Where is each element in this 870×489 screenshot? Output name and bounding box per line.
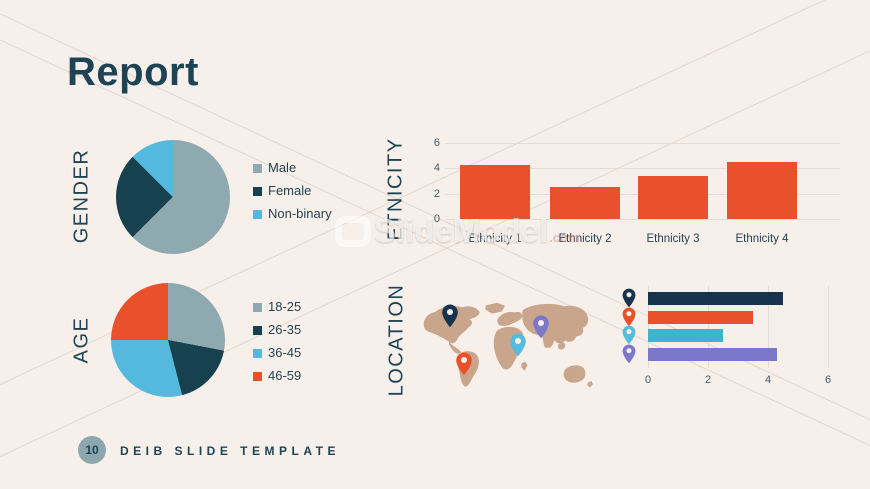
age-section-label: AGE	[70, 316, 93, 364]
continent-shape	[563, 365, 586, 383]
legend-swatch	[253, 209, 262, 219]
location-pin	[622, 325, 636, 345]
legend-label: 18-25	[268, 299, 302, 314]
location-bar	[648, 310, 753, 324]
legend-item: 26-35	[253, 323, 301, 337]
map-pin-asia	[532, 315, 549, 339]
legend-item: 36-45	[253, 346, 301, 360]
y-tick-label: 2	[433, 187, 440, 200]
map-pin-icon	[622, 325, 636, 345]
gender-pie-chart	[116, 140, 230, 254]
legend-label: 36-45	[268, 345, 302, 360]
location-pin	[622, 344, 636, 364]
map-pin-icon	[532, 315, 549, 339]
continent-shape	[522, 303, 589, 348]
continent-shape	[485, 302, 505, 314]
y-tick-label: 4	[433, 162, 440, 175]
gridline	[648, 286, 649, 368]
y-tick-label: 6	[433, 137, 440, 149]
page-title: Report	[67, 50, 199, 94]
legend-swatch	[253, 186, 262, 196]
page-number: 10	[85, 443, 99, 457]
ethnicity-bar	[460, 164, 530, 219]
gridline	[768, 286, 769, 368]
x-tick-label: 2	[704, 374, 712, 386]
x-tick-label: 6	[824, 374, 832, 386]
watermark-text: SlideModel	[374, 212, 549, 249]
map-pin-africa	[510, 333, 527, 357]
category-label: Ethnicity 2	[558, 233, 612, 245]
location-bar	[648, 347, 777, 361]
y-tick-label: 0	[433, 213, 440, 225]
watermark-suffix: .com	[549, 230, 580, 245]
continent-shape	[545, 332, 555, 348]
ethnicity-bar	[638, 175, 708, 219]
location-pin	[622, 288, 636, 308]
gridline	[445, 219, 840, 220]
legend-label: Female	[268, 183, 312, 198]
legend-swatch	[253, 348, 262, 358]
category-label: Ethnicity 1	[468, 233, 522, 245]
legend-label: 46-59	[268, 368, 302, 383]
ethnicity-bar-chart: 0 2 4 6 Ethnicity 1 Ethnicity 2 Ethnicity 3 Eth…	[418, 136, 858, 251]
legend-label: Non-binary	[268, 206, 332, 221]
gender-section-label: GENDER	[70, 148, 93, 244]
map-pin-icon	[622, 344, 636, 363]
legend-item: 18-25	[253, 300, 301, 314]
age-pie-chart	[111, 283, 225, 397]
legend-label: 26-35	[268, 322, 302, 337]
map-pin-icon	[622, 288, 636, 308]
location-pin	[622, 307, 636, 327]
footer-title: DEIB SLIDE TEMPLATE	[120, 444, 340, 458]
legend-swatch	[253, 371, 262, 381]
legend-item: Male	[253, 161, 332, 175]
gridline	[828, 286, 829, 368]
x-tick-label: 0	[644, 374, 652, 386]
location-bar	[648, 329, 723, 342]
age-legend: 18-25 26-35 36-45 46-59	[253, 300, 301, 383]
map-pin-icon	[622, 307, 636, 326]
legend-item: 46-59	[253, 369, 301, 383]
map-pin-icon	[441, 304, 458, 328]
ethnicity-plot-area	[445, 143, 840, 220]
legend-item: Female	[253, 184, 332, 198]
map-pin-icon	[455, 352, 472, 376]
map-pin-north-america	[441, 304, 458, 328]
map-pin-south-america	[455, 352, 472, 376]
gridline	[445, 168, 840, 170]
continent-shape	[497, 311, 523, 326]
legend-swatch	[253, 163, 262, 173]
continent-shape	[449, 341, 462, 354]
x-tick-label: 4	[764, 374, 772, 386]
slidemodel-logo-icon	[335, 215, 371, 247]
legend-swatch	[253, 302, 262, 312]
legend-item: Non-binary	[253, 207, 332, 221]
ethnicity-bar	[727, 162, 797, 219]
page-number-badge: 10	[78, 436, 106, 464]
continent-shape	[587, 381, 593, 388]
gridline	[445, 143, 840, 144]
world-map	[420, 296, 595, 396]
gridline	[708, 286, 709, 368]
map-pin-icon	[510, 333, 526, 357]
location-bar	[648, 292, 783, 305]
category-label: Ethnicity 3	[646, 233, 700, 245]
decorative-line	[0, 30, 870, 489]
category-label: Ethnicity 4	[735, 233, 789, 245]
location-section-label: LOCATION	[385, 283, 408, 397]
continent-shape	[557, 342, 566, 350]
ethnicity-bar	[550, 187, 620, 219]
location-bar-chart: 0 2 4 6	[620, 284, 860, 394]
watermark: SlideModel .com	[335, 212, 580, 250]
legend-swatch	[253, 325, 262, 335]
legend-label: Male	[268, 160, 297, 175]
continent-shape	[521, 361, 528, 371]
gender-legend: Male Female Non-binary	[253, 161, 332, 221]
